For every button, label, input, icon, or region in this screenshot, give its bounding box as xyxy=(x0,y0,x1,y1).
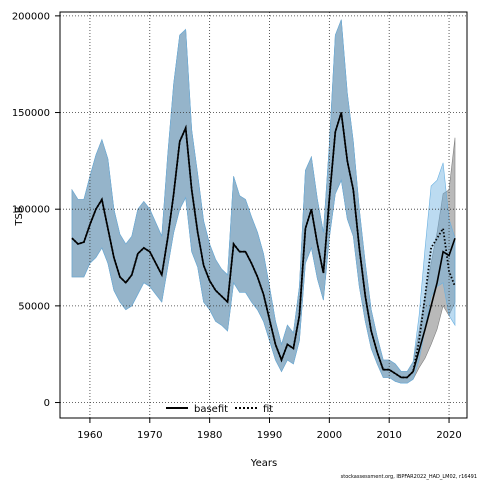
x-axis-title: Years xyxy=(250,458,277,469)
footnote: stockassessment.org, IBPFAR2022_HAD_LM02… xyxy=(341,474,477,480)
x-tick-label-2020: 2020 xyxy=(436,430,461,441)
y-tick-label-100000: 100000 xyxy=(12,205,50,216)
y-tick-label-200000: 200000 xyxy=(12,11,50,22)
series-line-fit xyxy=(71,112,456,379)
band-fit xyxy=(71,19,456,384)
y-axis-title: TSB xyxy=(14,206,25,226)
plot-frame xyxy=(59,11,468,419)
x-tick-label-1980: 1980 xyxy=(197,430,222,441)
x-tick-label-1970: 1970 xyxy=(137,430,162,441)
x-tick-label-2000: 2000 xyxy=(317,430,342,441)
band-basefit xyxy=(71,19,456,384)
x-tick-label-2010: 2010 xyxy=(376,430,401,441)
grid-lines xyxy=(60,12,467,418)
series-lines xyxy=(71,112,456,379)
legend-label-basefit: basefit xyxy=(194,404,228,415)
confidence-bands xyxy=(71,19,456,384)
x-tick-label-1960: 1960 xyxy=(77,430,102,441)
x-axis-ticks: 1960 1970 1980 1990 2000 2010 2020 xyxy=(77,418,462,441)
y-tick-label-50000: 50000 xyxy=(18,301,50,312)
y-axis-ticks: 0 50000 100000 150000 200000 xyxy=(12,11,60,409)
x-tick-label-1990: 1990 xyxy=(257,430,282,441)
y-tick-label-0: 0 xyxy=(44,398,50,409)
legend-label-fit: fit xyxy=(263,404,273,415)
legend: basefit fit xyxy=(166,404,273,415)
y-tick-label-150000: 150000 xyxy=(12,108,50,119)
